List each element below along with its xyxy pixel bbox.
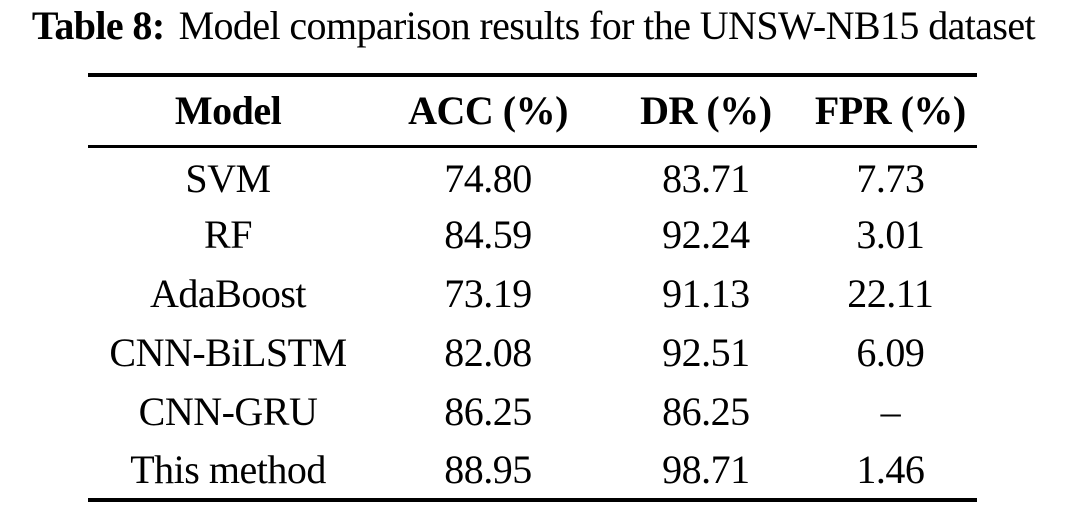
cell-model: This method bbox=[130, 447, 326, 492]
cell-dr: 98.71 bbox=[662, 447, 750, 492]
cell-acc: 88.95 bbox=[444, 447, 532, 492]
cell-model: CNN-BiLSTM bbox=[109, 330, 347, 375]
cell-fpr: – bbox=[880, 389, 901, 434]
column-header-fpr: FPR (%) bbox=[803, 75, 977, 148]
cell-model: RF bbox=[204, 212, 252, 257]
cell-model: AdaBoost bbox=[150, 271, 307, 316]
cell-dr: 92.51 bbox=[662, 330, 750, 375]
cell-fpr: 3.01 bbox=[856, 212, 925, 257]
model-comparison-table: Model ACC (%) DR (%) FPR (%) SVM 74.80 8… bbox=[88, 73, 977, 502]
table-caption-label: Table 8: bbox=[31, 3, 165, 48]
cell-acc: 74.80 bbox=[444, 155, 532, 201]
header-row: Model ACC (%) DR (%) FPR (%) bbox=[88, 75, 977, 148]
cell-acc: 86.25 bbox=[444, 389, 532, 434]
table-header: Model ACC (%) DR (%) FPR (%) bbox=[88, 75, 977, 148]
cell-dr: 92.24 bbox=[662, 212, 750, 257]
cell-fpr: 7.73 bbox=[856, 155, 925, 201]
cell-model: SVM bbox=[185, 155, 271, 201]
cell-dr: 86.25 bbox=[662, 389, 750, 434]
column-header-model: Model bbox=[88, 75, 369, 148]
table-row-cnn-bilstm: CNN-BiLSTM 82.08 92.51 6.09 bbox=[88, 323, 977, 382]
cell-dr: 83.71 bbox=[662, 155, 750, 201]
table-row-cnn-gru: CNN-GRU 86.25 86.25 – bbox=[88, 382, 977, 441]
table-row-adaboost: AdaBoost 73.19 91.13 22.11 bbox=[88, 264, 977, 323]
cell-acc: 82.08 bbox=[444, 330, 532, 375]
cell-fpr: 22.11 bbox=[847, 271, 934, 316]
cell-fpr: 1.46 bbox=[856, 447, 925, 492]
table-body: SVM 74.80 83.71 7.73 RF 84.59 92.24 3.01… bbox=[88, 146, 977, 500]
cell-model: CNN-GRU bbox=[138, 389, 318, 434]
column-header-acc: ACC (%) bbox=[368, 75, 609, 148]
table-caption: Table 8: Model comparison results for the… bbox=[0, 2, 1067, 50]
table-row-this-method: This method 88.95 98.71 1.46 bbox=[88, 441, 977, 500]
cell-acc: 84.59 bbox=[444, 212, 532, 257]
table-row-rf: RF 84.59 92.24 3.01 bbox=[88, 205, 977, 264]
cell-acc: 73.19 bbox=[444, 271, 532, 316]
table-row-svm: SVM 74.80 83.71 7.73 bbox=[88, 146, 977, 205]
table-caption-text: Model comparison results for the UNSW-NB… bbox=[178, 3, 1036, 48]
cell-dr: 91.13 bbox=[662, 271, 750, 316]
column-header-dr: DR (%) bbox=[608, 75, 804, 148]
cell-fpr: 6.09 bbox=[856, 330, 925, 375]
